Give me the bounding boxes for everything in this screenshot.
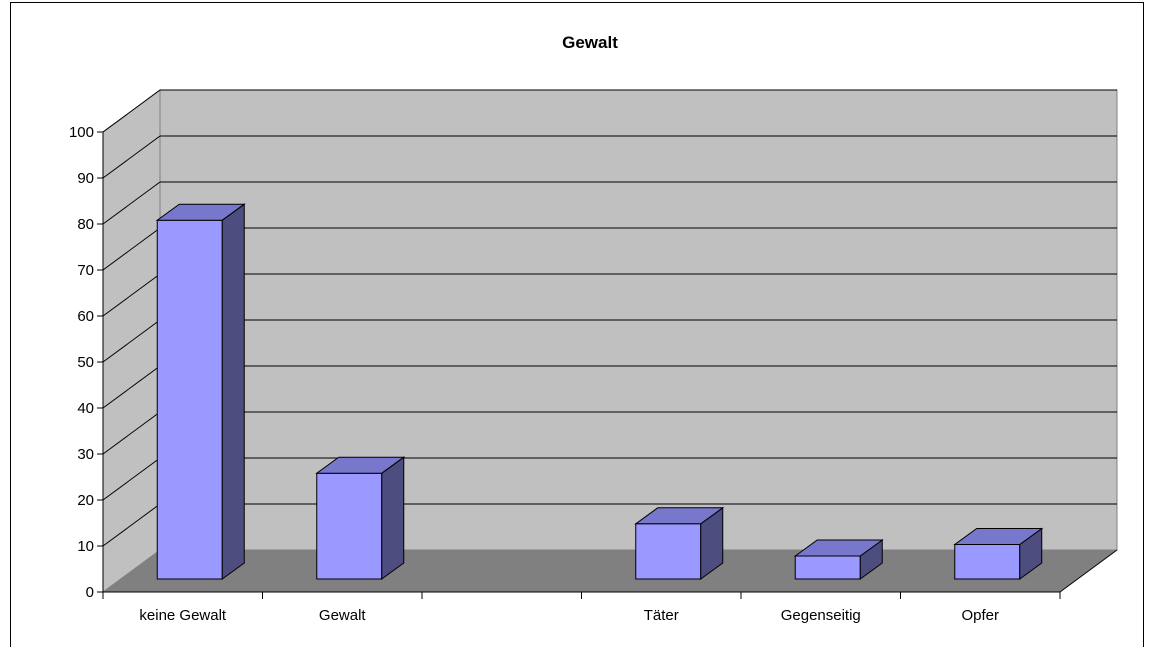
y-tick-label: 0 [86,584,94,601]
floor-edge [1059,549,1118,593]
bar-side [381,456,405,580]
gridline-side [102,227,161,271]
bar-top [953,528,1044,545]
x-tick-label: Gewalt [319,607,367,624]
y-tick-label: 20 [77,492,94,509]
y-tick-label: 40 [77,400,94,417]
gridline-side [102,365,161,409]
gridline-side [102,503,161,547]
y-tick-label: 70 [77,262,94,279]
y-tick-label: 30 [77,446,94,463]
bar-top [634,507,725,525]
bar-top [315,456,406,474]
y-tick-label: 60 [77,308,94,325]
gridline-side [102,411,161,455]
x-tick-label: Täter [644,607,679,624]
y-tick-label: 50 [77,354,94,371]
bar-top [793,539,884,557]
x-tick-label: Gegenseitig [781,607,861,624]
y-tick-label: 100 [69,124,94,141]
gridline-side [102,457,161,501]
bar-front [316,472,383,580]
bar-side [221,203,245,580]
bar-top [155,203,246,221]
y-tick-label: 80 [77,216,94,233]
gridline-side [102,319,161,363]
bar-front [635,523,702,580]
chart-title: Gewalt [562,33,618,52]
x-tick-label: keine Gewalt [139,607,227,624]
y-tick-label: 90 [77,170,94,187]
bar-front [156,219,223,580]
y-tick-label: 10 [77,538,94,555]
gridline-side [102,89,161,133]
gridline-side [102,135,161,179]
gridline-side [102,273,161,317]
gridline-side [102,181,161,225]
x-tick-label: Opfer [961,607,999,624]
plot-area: 0 10 20 30 40 50 60 70 80 90 100 keine Gewalt Gewalt… [69,89,1118,624]
bar-front [794,555,861,580]
bar-front [954,544,1021,580]
